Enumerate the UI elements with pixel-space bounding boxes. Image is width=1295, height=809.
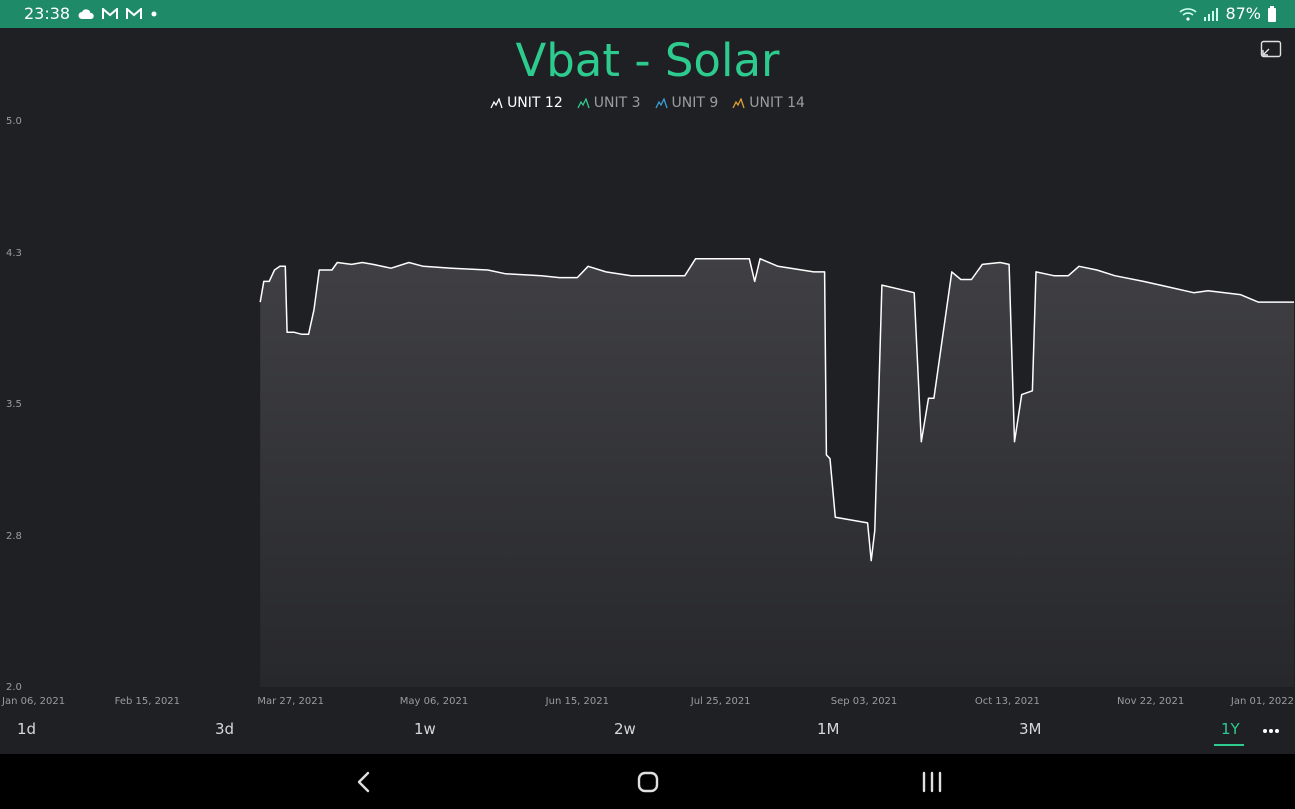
chart-legend: UNIT 12 UNIT 3 UNIT 9 UNIT 14: [0, 95, 1295, 111]
wifi-icon: [1179, 7, 1197, 21]
fullscreen-exit-icon[interactable]: [1260, 40, 1282, 58]
battery-percent: 87%: [1225, 4, 1261, 23]
legend-item-unit-14[interactable]: UNIT 14: [732, 95, 805, 111]
range-tab-3d[interactable]: 3d: [215, 720, 235, 738]
range-tab-3m[interactable]: 3M: [1019, 720, 1042, 738]
legend-item-unit-3[interactable]: UNIT 3: [577, 95, 641, 111]
y-tick-label: 5.0: [6, 116, 22, 127]
selected-tab-indicator: [1214, 744, 1244, 746]
legend-label: UNIT 3: [593, 95, 641, 111]
status-time: 23:38: [24, 4, 71, 23]
y-tick-label: 2.8: [6, 531, 22, 542]
y-tick-label: 3.5: [6, 399, 22, 410]
range-tab-1y[interactable]: 1Y: [1221, 720, 1240, 738]
series-area: [260, 258, 1295, 687]
x-tick-label: Jan 06, 2021: [1, 696, 65, 707]
x-tick-label: Jul 25, 2021: [690, 696, 751, 707]
line-chart-icon: [577, 97, 590, 108]
line-chart-icon: [654, 97, 668, 108]
back-icon[interactable]: [349, 769, 379, 795]
x-tick-label: Sep 03, 2021: [831, 696, 898, 707]
status-bar: 23:38 87%: [0, 0, 1295, 28]
gmail-icon: [126, 7, 143, 19]
x-tick-label: May 06, 2021: [400, 696, 468, 707]
legend-label: UNIT 9: [671, 95, 719, 111]
range-tab-2w[interactable]: 2w: [614, 720, 636, 738]
battery-icon: [1268, 5, 1276, 22]
y-tick-label: 2.0: [6, 682, 22, 693]
line-chart-icon: [732, 97, 745, 108]
chart-title: Vbat - Solar: [515, 34, 780, 87]
legend-label: UNIT 12: [507, 95, 563, 111]
dot-icon: [151, 11, 157, 16]
range-tab-1w[interactable]: 1w: [414, 720, 436, 738]
y-tick-label: 4.3: [6, 248, 22, 259]
legend-item-unit-9[interactable]: UNIT 9: [654, 95, 719, 111]
x-tick-label: Nov 22, 2021: [1117, 696, 1184, 707]
x-tick-label: Oct 13, 2021: [975, 696, 1040, 707]
android-nav-bar: [0, 754, 1295, 809]
range-tab-1d[interactable]: 1d: [17, 720, 37, 738]
range-tab-1m[interactable]: 1M: [817, 720, 840, 738]
x-tick-label: Jan 01, 2022: [1230, 696, 1294, 707]
more-horizontal-icon[interactable]: [1262, 728, 1280, 734]
legend-label: UNIT 14: [749, 95, 805, 111]
line-chart-icon: [490, 97, 503, 108]
time-range-tabs: 1d 3d 1w 2w 1M 3M 1Y: [0, 716, 1295, 752]
x-tick-label: Jun 15, 2021: [545, 696, 609, 707]
legend-item-unit-12[interactable]: UNIT 12: [490, 95, 563, 111]
gmail-icon: [102, 7, 119, 19]
x-tick-label: Feb 15, 2021: [115, 696, 180, 707]
recents-icon[interactable]: [917, 769, 947, 795]
x-tick-label: Mar 27, 2021: [257, 696, 324, 707]
series-line: [259, 257, 1294, 562]
home-icon[interactable]: [633, 769, 663, 795]
cloud-icon: [78, 8, 94, 19]
signal-icon: [1204, 7, 1219, 21]
